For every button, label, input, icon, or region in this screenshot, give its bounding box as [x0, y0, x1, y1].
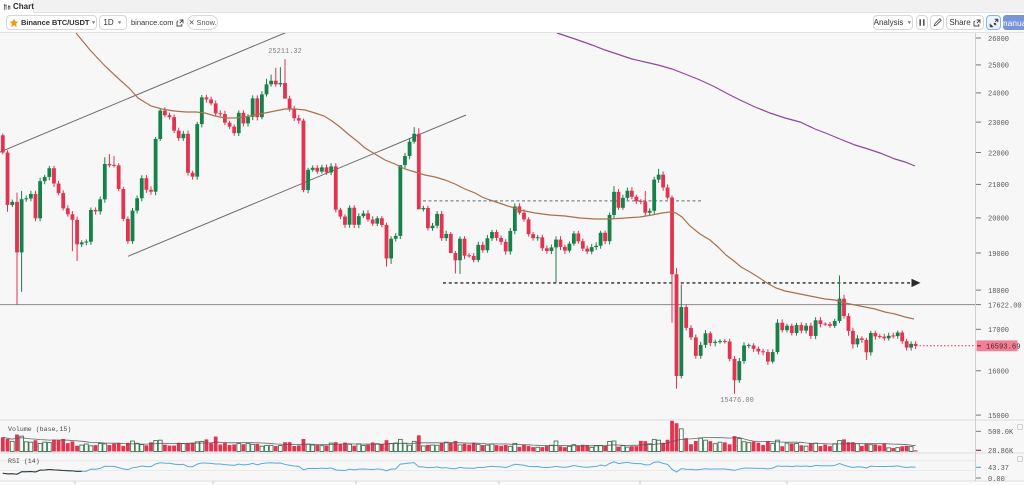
svg-text:16000: 16000: [988, 369, 1009, 377]
svg-text:20000: 20000: [988, 216, 1009, 224]
svg-text:RSI (14): RSI (14): [8, 458, 40, 465]
svg-text:17000: 17000: [988, 327, 1009, 335]
svg-text:500.0K: 500.0K: [988, 429, 1014, 437]
svg-text:18000: 18000: [988, 288, 1009, 296]
svg-text:15000: 15000: [988, 413, 1009, 421]
svg-text:16593.69: 16593.69: [986, 344, 1021, 352]
svg-text:15476.00: 15476.00: [720, 397, 754, 405]
svg-text:25000: 25000: [988, 63, 1009, 71]
svg-text:21000: 21000: [988, 182, 1009, 190]
svg-text:24000: 24000: [988, 91, 1009, 99]
svg-text:26000: 26000: [988, 36, 1009, 44]
svg-text:17622.00: 17622.00: [988, 302, 1022, 310]
svg-text:23000: 23000: [988, 120, 1009, 128]
svg-text:19000: 19000: [988, 251, 1009, 259]
svg-text:22000: 22000: [988, 150, 1009, 158]
svg-text:25211.32: 25211.32: [268, 48, 302, 56]
svg-text:28.86K: 28.86K: [988, 448, 1014, 456]
svg-text:0.00: 0.00: [988, 476, 1005, 484]
svg-text:Volume (base,15): Volume (base,15): [8, 426, 71, 433]
svg-text:43.37: 43.37: [988, 465, 1009, 473]
